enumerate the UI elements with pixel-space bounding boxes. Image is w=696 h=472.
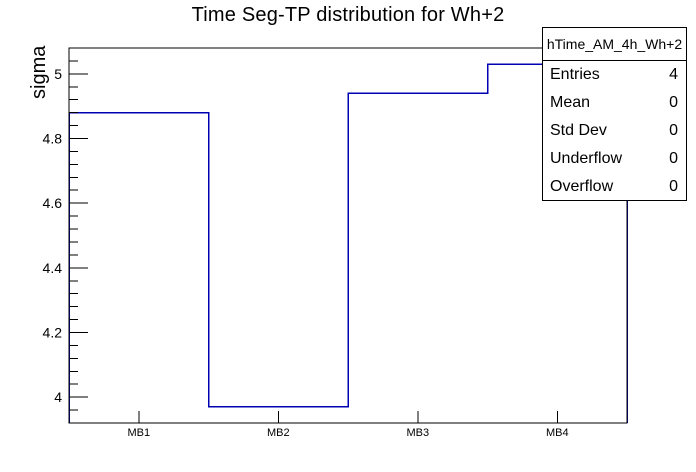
y-tick-label: 4 (54, 389, 62, 405)
stats-box: hTime_AM_4h_Wh+2 Entries 4 Mean 0 Std Dev 0 Un… (542, 27, 687, 201)
stats-row: Underflow 0 (543, 145, 686, 173)
stats-row-label: Overflow (550, 178, 614, 195)
stats-row-value: 0 (669, 122, 678, 139)
stats-row-value: 0 (669, 94, 678, 111)
stats-row-label: Entries (550, 66, 600, 83)
stats-row-label: Std Dev (550, 122, 607, 139)
stats-rows: Entries 4 Mean 0 Std Dev 0 Underflow 0 Overflow 0 (543, 61, 686, 201)
stats-row-value: 0 (669, 150, 678, 167)
stats-row: Overflow 0 (543, 173, 686, 201)
y-tick-label: 4.2 (43, 324, 63, 340)
x-tick-label: MB2 (267, 427, 290, 439)
plot-frame (68, 47, 628, 424)
stats-row: Std Dev 0 (543, 117, 686, 145)
y-tick-label: 4.6 (43, 195, 63, 211)
stats-row-value: 0 (669, 178, 678, 195)
y-tick-label: 4.4 (43, 260, 63, 276)
stats-row: Mean 0 (543, 89, 686, 117)
x-tick-label: MB3 (406, 427, 429, 439)
stats-box-title: hTime_AM_4h_Wh+2 (543, 28, 686, 61)
stats-row-label: Mean (550, 94, 591, 111)
y-tick-label: 5 (54, 66, 62, 82)
x-tick-label: MB1 (127, 427, 150, 439)
stats-row-label: Underflow (550, 150, 623, 167)
plot-title: Time Seg-TP distribution for Wh+2 (191, 4, 505, 26)
x-tick-label: MB4 (546, 427, 569, 439)
stats-row: Entries 4 (543, 61, 686, 89)
stats-row-value: 4 (669, 66, 678, 83)
y-tick-label: 4.8 (43, 131, 63, 147)
